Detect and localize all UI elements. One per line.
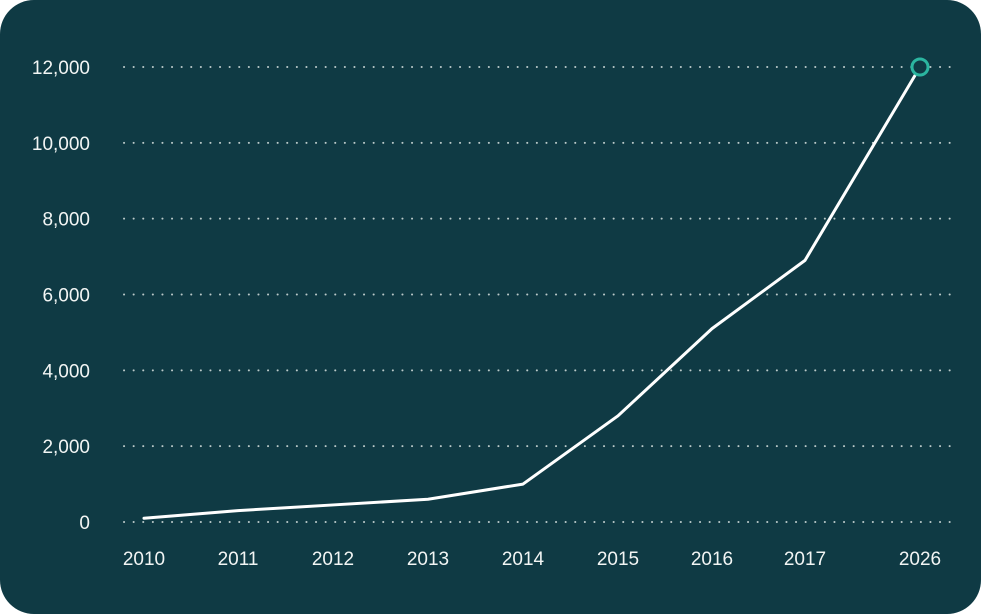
y-tick-label: 4,000 [42, 361, 90, 382]
x-tick-label: 2011 [218, 549, 259, 570]
x-tick-label: 2016 [691, 549, 733, 570]
y-tick-label: 10,000 [32, 134, 90, 155]
x-tick-label: 2013 [407, 549, 449, 570]
y-tick-label: 8,000 [42, 210, 90, 231]
x-tick-label: 2010 [123, 549, 165, 570]
x-tick-label: 2012 [312, 549, 354, 570]
x-tick-label: 2017 [784, 549, 826, 570]
y-tick-label: 2,000 [42, 437, 90, 458]
x-tick-label: 2026 [899, 549, 941, 570]
y-tick-label: 0 [79, 513, 90, 534]
last-point-marker [910, 57, 930, 77]
gridlines [123, 66, 953, 523]
series-group [142, 57, 930, 520]
y-tick-label: 12,000 [32, 58, 90, 79]
x-tick-label: 2014 [502, 549, 545, 570]
x-axis-tick-labels: 2010 2011 2012 2013 2014 2015 2016 2017 2026 [123, 549, 941, 570]
series-line [142, 65, 922, 520]
x-tick-label: 2015 [597, 549, 639, 570]
y-axis-tick-labels: 0 2,000 4,000 6,000 8,000 10,000 12,000 [32, 58, 90, 534]
y-tick-label: 6,000 [42, 286, 90, 307]
